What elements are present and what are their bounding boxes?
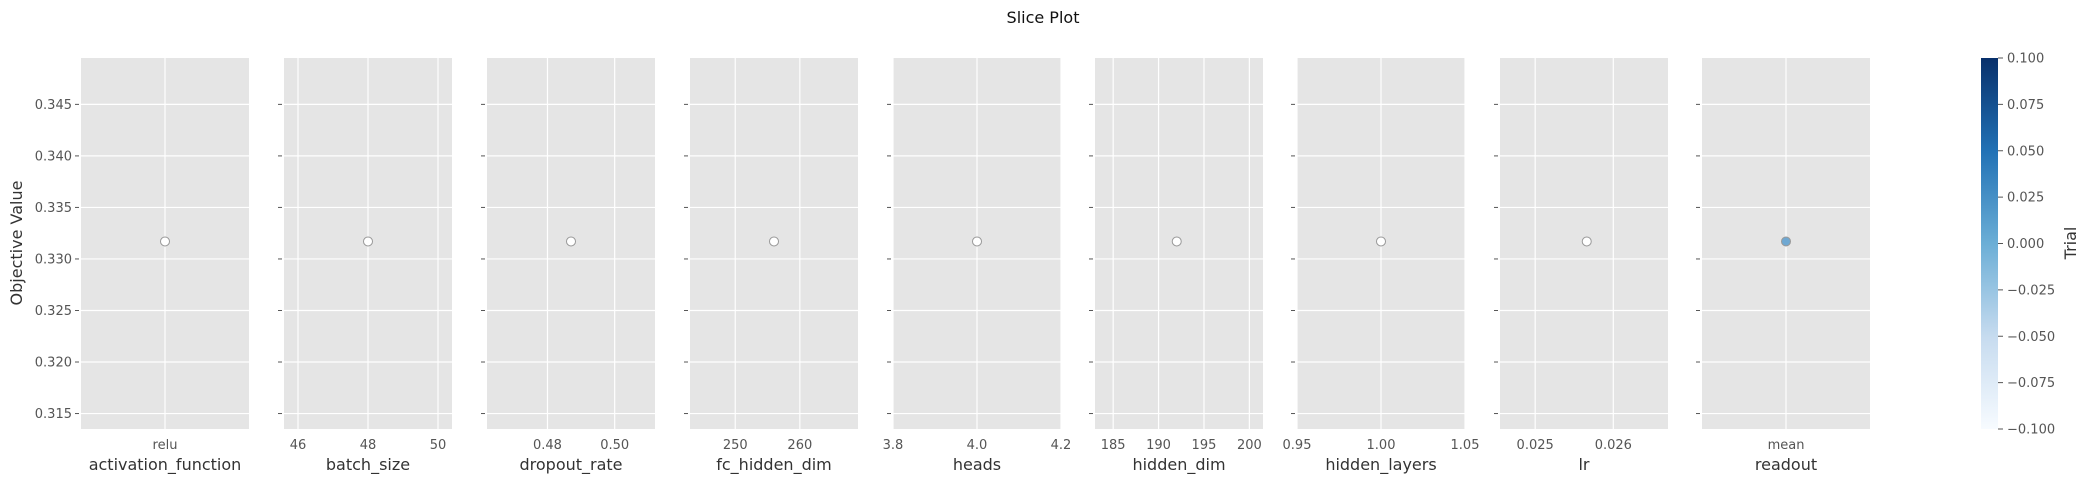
- x-tick-label: 1.05: [1451, 438, 1480, 453]
- x-tick-label: 250: [723, 438, 748, 453]
- colorbar-tick-label: 0.100: [2007, 52, 2044, 67]
- y-tick-label: 0.340: [35, 149, 72, 164]
- x-tick-label: relu: [153, 438, 178, 453]
- x-tick-label: 190: [1146, 438, 1171, 453]
- panel-heads: 3.8 4.0 4.2 heads: [883, 58, 1072, 474]
- panel-readout: mean readout: [1696, 58, 1870, 474]
- data-point: [769, 236, 779, 247]
- x-axis-label: batch_size: [326, 455, 410, 475]
- x-axis-label: lr: [1578, 455, 1589, 474]
- colorbar-gradient: [1981, 58, 1998, 429]
- x-tick-label: 3.8: [883, 438, 904, 453]
- x-tick-label: 48: [360, 438, 377, 453]
- colorbar-tick-label: −0.050: [2007, 330, 2055, 345]
- x-tick-label: 260: [787, 438, 812, 453]
- panel-fc_hidden_dim: 250 260 fc_hidden_dim: [684, 58, 858, 475]
- x-tick-label: 0.50: [600, 438, 629, 453]
- x-axis-label: readout: [1755, 455, 1817, 474]
- x-tick-label: 46: [290, 438, 307, 453]
- x-tick-label: 0.95: [1283, 438, 1312, 453]
- data-point: [363, 236, 373, 247]
- colorbar-label: Trial: [2061, 227, 2080, 261]
- x-axis-label: hidden_layers: [1325, 455, 1436, 475]
- colorbar-tick-label: 0.050: [2007, 144, 2044, 159]
- panel-hidden_dim: 185 190 195 200 hidden_dim: [1089, 58, 1263, 475]
- data-point: [1171, 236, 1182, 247]
- colorbar: Trial 0.100 0.075 0.050 0.025 0.000 −0.025 −0.…: [1981, 52, 2080, 438]
- y-tick-label: 0.330: [35, 252, 72, 267]
- x-tick-label: 50: [430, 438, 447, 453]
- x-axis-label: activation_function: [89, 455, 242, 475]
- x-axis-label: dropout_rate: [519, 455, 622, 475]
- colorbar-tick-label: 0.075: [2007, 98, 2044, 113]
- colorbar-tick-label: −0.100: [2007, 423, 2055, 438]
- x-axis-label: heads: [953, 455, 1001, 474]
- y-tick-label: 0.345: [35, 98, 72, 113]
- x-tick-label: 185: [1101, 438, 1126, 453]
- data-point: [972, 236, 982, 247]
- x-tick-label: 0.48: [533, 438, 562, 453]
- x-tick-label: 200: [1237, 438, 1262, 453]
- x-tick-label: mean: [1768, 438, 1805, 453]
- data-point: [1581, 236, 1592, 247]
- x-tick-label: 4.0: [967, 438, 988, 453]
- x-tick-label: 1.00: [1367, 438, 1396, 453]
- panel-batch_size: 46 48 50 batch_size: [278, 58, 452, 475]
- data-point: [160, 236, 170, 247]
- x-tick-label: 4.2: [1051, 438, 1072, 453]
- panel-activation_function: 0.315 0.320 0.325 0.330 0.335 0.340 0.345 relu a…: [35, 58, 249, 475]
- data-point: [1376, 236, 1386, 247]
- x-axis-label: fc_hidden_dim: [716, 455, 832, 475]
- x-tick-label: 195: [1192, 438, 1217, 453]
- x-tick-label: 0.026: [1595, 438, 1632, 453]
- y-tick-label: 0.335: [35, 201, 72, 216]
- x-tick-label: 0.025: [1517, 438, 1554, 453]
- colorbar-tick-label: −0.025: [2007, 283, 2055, 298]
- colorbar-tick-label: 0.025: [2007, 191, 2044, 206]
- y-tick-label: 0.315: [35, 407, 72, 422]
- panel-lr: 0.025 0.026 lr: [1494, 58, 1668, 474]
- colorbar-tick-label: −0.075: [2007, 376, 2055, 391]
- y-tick-label: 0.320: [35, 356, 72, 371]
- y-axis-label: Objective Value: [7, 181, 26, 306]
- chart-title: Slice Plot: [1007, 8, 1080, 27]
- colorbar-tick-label: 0.000: [2007, 237, 2044, 252]
- panel-hidden_layers: 0.95 1.00 1.05 hidden_layers: [1283, 58, 1480, 475]
- panel-dropout_rate: 0.48 0.50 dropout_rate: [481, 58, 655, 475]
- panels-group: 0.315 0.320 0.325 0.330 0.335 0.340 0.345 relu a…: [35, 58, 1870, 475]
- data-point: [1781, 236, 1791, 247]
- data-point: [566, 236, 576, 247]
- x-axis-label: hidden_dim: [1132, 455, 1225, 475]
- y-tick-label: 0.325: [35, 304, 72, 319]
